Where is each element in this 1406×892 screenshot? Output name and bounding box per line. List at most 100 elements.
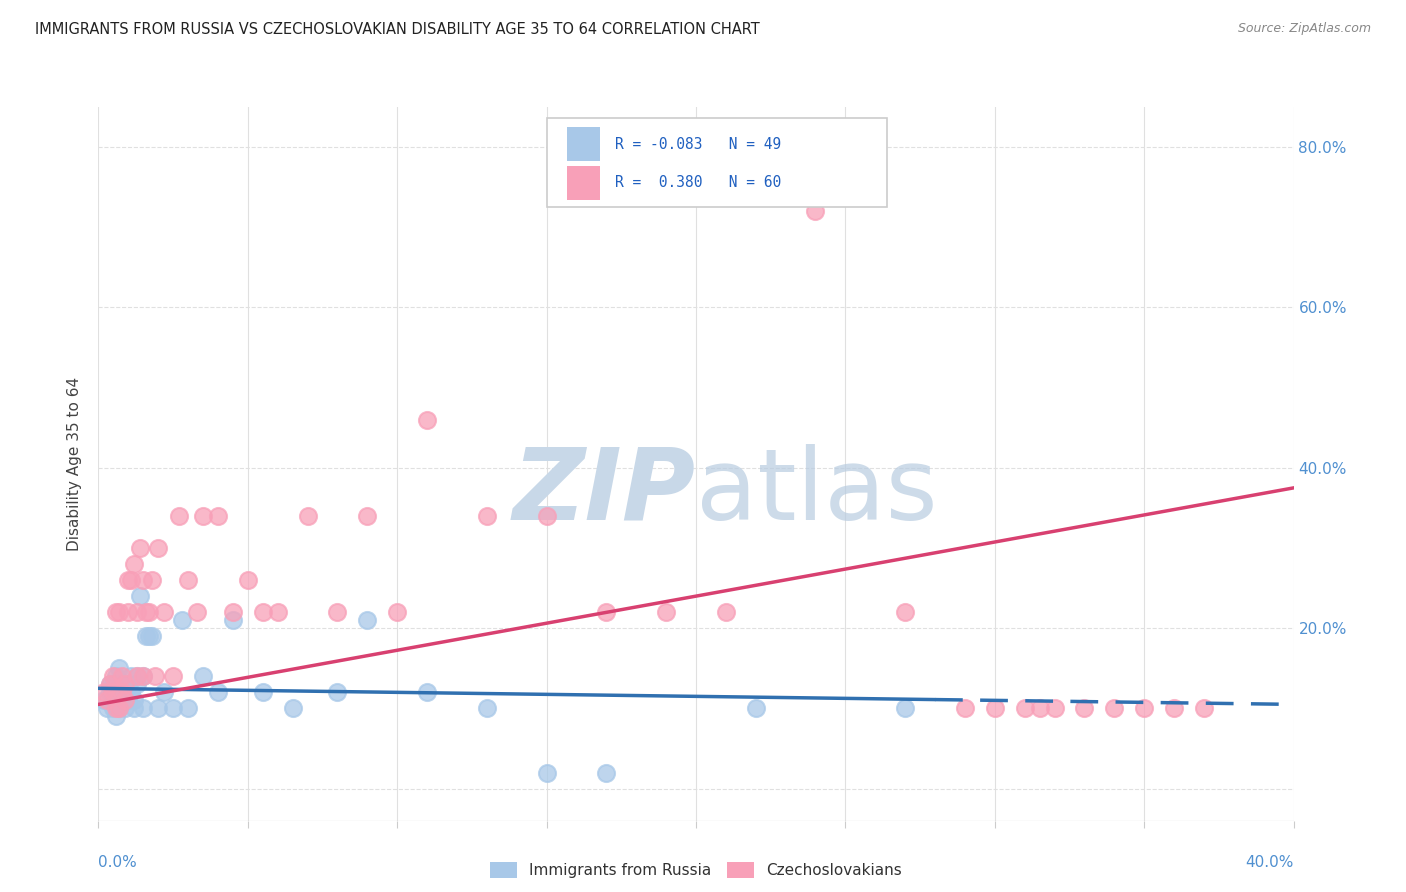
Point: [120, 573, 142, 587]
Point: [129, 541, 152, 555]
Point: [148, 701, 170, 715]
Point: [124, 701, 146, 715]
Point: [191, 669, 214, 683]
Point: [108, 605, 131, 619]
Point: [252, 605, 274, 619]
Point: [326, 605, 349, 619]
Point: [595, 605, 617, 619]
Point: [385, 605, 409, 619]
Point: [108, 685, 131, 699]
Point: [135, 605, 157, 619]
Point: [655, 605, 678, 619]
Point: [138, 605, 160, 619]
Point: [236, 573, 259, 587]
Point: [114, 685, 136, 699]
Point: [191, 508, 214, 523]
Point: [1104, 701, 1126, 715]
Point: [162, 669, 184, 683]
Point: [120, 685, 142, 699]
Point: [297, 508, 319, 523]
Y-axis label: Disability Age 35 to 64: Disability Age 35 to 64: [67, 376, 83, 551]
Point: [108, 701, 131, 715]
Point: [984, 701, 1007, 715]
Point: [114, 677, 136, 691]
Point: [177, 573, 200, 587]
Point: [108, 701, 131, 715]
Point: [252, 685, 274, 699]
Point: [117, 693, 139, 707]
Point: [111, 677, 134, 691]
Point: [804, 204, 827, 219]
Point: [100, 685, 122, 699]
Point: [475, 508, 498, 523]
Point: [127, 669, 149, 683]
Bar: [567, 128, 600, 161]
Point: [141, 629, 163, 643]
Text: ZIP: ZIP: [513, 444, 696, 541]
Point: [117, 677, 139, 691]
Point: [111, 685, 134, 699]
Point: [103, 677, 125, 691]
Point: [745, 701, 768, 715]
Point: [135, 629, 157, 643]
Point: [120, 669, 142, 683]
Point: [105, 605, 128, 619]
Point: [100, 677, 122, 691]
Point: [714, 605, 737, 619]
Point: [536, 508, 558, 523]
Point: [124, 693, 146, 707]
Point: [111, 693, 134, 707]
Point: [207, 685, 229, 699]
Point: [132, 669, 155, 683]
Point: [114, 693, 136, 707]
Point: [96, 701, 118, 715]
Point: [153, 605, 176, 619]
Point: [326, 685, 349, 699]
Point: [222, 605, 245, 619]
Point: [1014, 701, 1036, 715]
Text: IMMIGRANTS FROM RUSSIA VS CZECHOSLOVAKIAN DISABILITY AGE 35 TO 64 CORRELATION CH: IMMIGRANTS FROM RUSSIA VS CZECHOSLOVAKIA…: [35, 22, 759, 37]
Point: [1028, 701, 1050, 715]
Point: [127, 605, 149, 619]
Point: [117, 573, 139, 587]
Point: [953, 701, 976, 715]
Point: [132, 669, 155, 683]
Point: [207, 508, 229, 523]
Legend: Immigrants from Russia, Czechoslovakians: Immigrants from Russia, Czechoslovakians: [484, 856, 908, 884]
Point: [127, 669, 149, 683]
Point: [894, 701, 917, 715]
Point: [222, 613, 245, 627]
Point: [105, 685, 128, 699]
Point: [475, 701, 498, 715]
Point: [356, 613, 378, 627]
Point: [1073, 701, 1095, 715]
Point: [114, 701, 136, 715]
Point: [129, 589, 152, 603]
Point: [1163, 701, 1185, 715]
Point: [162, 701, 184, 715]
Point: [93, 693, 115, 707]
Point: [103, 693, 125, 707]
Text: Source: ZipAtlas.com: Source: ZipAtlas.com: [1237, 22, 1371, 36]
Point: [132, 701, 155, 715]
Point: [108, 661, 131, 675]
FancyBboxPatch shape: [547, 118, 887, 207]
Point: [143, 669, 166, 683]
Point: [595, 765, 617, 780]
Point: [124, 557, 146, 571]
Point: [105, 669, 128, 683]
Point: [177, 701, 200, 715]
Point: [100, 677, 122, 691]
Point: [1133, 701, 1156, 715]
Text: R =  0.380   N = 60: R = 0.380 N = 60: [614, 176, 780, 190]
Point: [172, 613, 194, 627]
Point: [103, 685, 125, 699]
Point: [105, 701, 128, 715]
Text: atlas: atlas: [696, 444, 938, 541]
Point: [148, 541, 170, 555]
Point: [141, 573, 163, 587]
Point: [153, 685, 176, 699]
Bar: [567, 166, 600, 200]
Point: [894, 605, 917, 619]
Point: [356, 508, 378, 523]
